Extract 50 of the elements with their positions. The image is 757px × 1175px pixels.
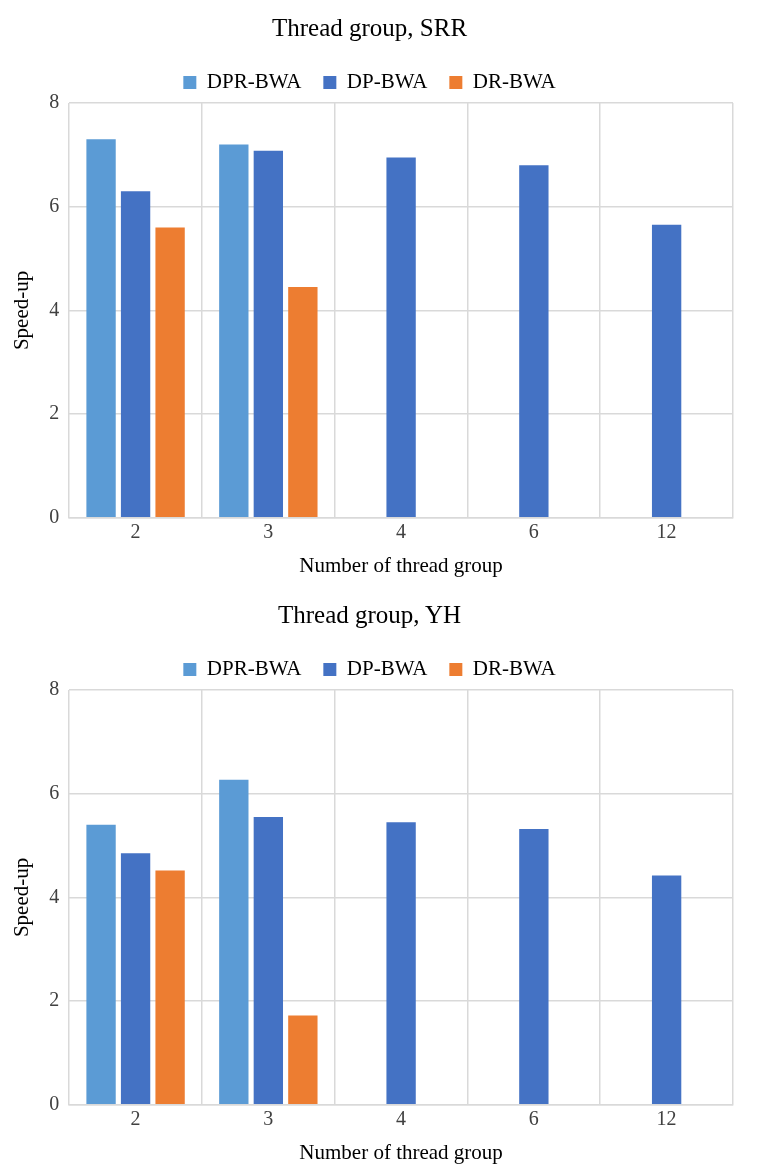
x-tick-label: 3 [263, 520, 274, 543]
x-tick-label: 3 [263, 1107, 274, 1130]
y-tick-label: 0 [49, 1092, 60, 1115]
y-tick-label: 6 [49, 193, 60, 216]
y-axis-title: Speed-up [9, 270, 34, 351]
legend-label: DR-BWA [472, 656, 557, 681]
bar [253, 817, 284, 1105]
y-tick-label: 2 [49, 988, 60, 1011]
bar [386, 157, 416, 518]
bar [519, 828, 549, 1105]
legend-label: DPR-BWA [206, 69, 303, 94]
x-tick-label: 4 [396, 1107, 407, 1130]
bar [155, 870, 185, 1105]
y-tick-label: 4 [49, 884, 60, 907]
x-tick-label: 6 [528, 520, 539, 543]
x-tick-label: 4 [396, 520, 407, 543]
y-tick-label: 8 [49, 90, 60, 113]
y-tick-label: 6 [49, 780, 60, 803]
legend-label: DPR-BWA [206, 656, 303, 681]
chart-title: Thread group, YH [277, 600, 462, 628]
bar [120, 191, 151, 518]
legend-label: DR-BWA [472, 69, 557, 94]
bar [253, 150, 284, 518]
bar [288, 287, 318, 518]
chart-title: Thread group, SRR [271, 13, 468, 41]
x-tick-label: 2 [130, 520, 141, 543]
bar [219, 144, 249, 518]
y-tick-label: 2 [49, 401, 60, 424]
y-tick-label: 4 [49, 297, 60, 320]
x-tick-label: 2 [130, 1107, 141, 1130]
bar [120, 853, 151, 1105]
legend-label: DP-BWA [346, 656, 429, 681]
y-axis-title: Speed-up [9, 857, 34, 938]
bar [386, 822, 416, 1105]
bar [86, 139, 116, 518]
x-axis-title: Number of thread group [299, 552, 503, 577]
bar [155, 227, 185, 518]
bar [519, 165, 549, 518]
x-tick-label: 12 [656, 520, 677, 543]
x-tick-label: 12 [656, 1107, 677, 1130]
y-tick-label: 8 [49, 677, 60, 700]
bar [651, 224, 682, 518]
x-tick-label: 6 [528, 1107, 539, 1130]
legend-label: DP-BWA [346, 69, 429, 94]
x-axis-title: Number of thread group [299, 1139, 503, 1164]
bar [288, 1015, 318, 1105]
bar [219, 779, 249, 1105]
bar [86, 824, 116, 1105]
y-tick-label: 0 [49, 505, 60, 528]
bar [651, 875, 682, 1105]
